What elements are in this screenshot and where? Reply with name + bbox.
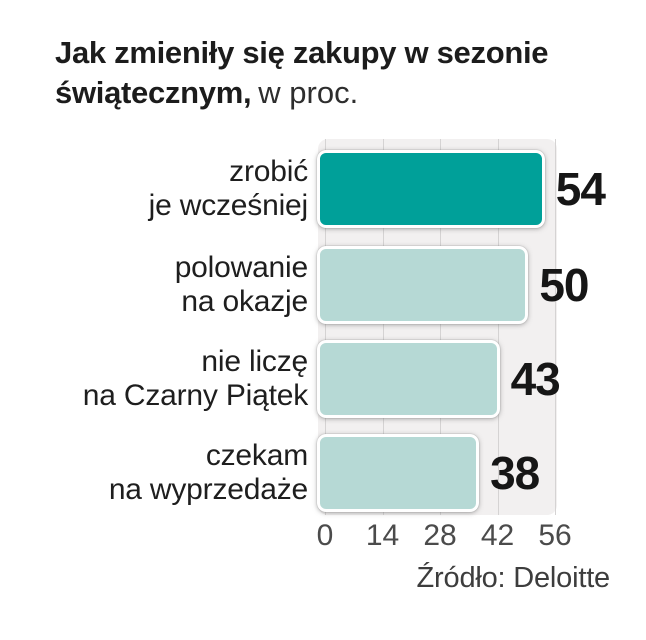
x-axis-tick: 42 <box>480 519 515 552</box>
x-axis-tick: 14 <box>365 519 400 552</box>
title-line2: świątecznym, <box>55 75 252 110</box>
title-unit: w proc. <box>258 75 359 110</box>
x-axis-tick: 28 <box>423 519 457 552</box>
x-axis-tick: 0 <box>316 519 334 552</box>
bar <box>317 246 529 324</box>
source-credit: Źródło: Deloitte <box>416 562 611 594</box>
bar-row: polowanie na okazje 50 <box>0 237 646 333</box>
category-label: czekam na wyprzedaże <box>108 439 308 506</box>
gridline <box>382 139 384 515</box>
value-label: 38 <box>490 447 540 499</box>
x-axis-tick: 56 <box>538 519 572 552</box>
page-title: Jak zmieniły się zakupy w sezonie świąte… <box>55 33 630 113</box>
category-label: zrobić je wcześniej <box>148 155 309 222</box>
bar <box>317 340 500 418</box>
gridline <box>440 139 441 515</box>
bar-row: zrobić je wcześniej 54 <box>0 141 646 237</box>
gridline <box>325 139 326 515</box>
title-line1: Jak zmieniły się zakupy w sezonie <box>55 35 549 70</box>
gridline <box>555 139 556 515</box>
category-label: nie liczę na Czarny Piątek <box>82 345 308 412</box>
bar <box>317 150 545 228</box>
value-label: 43 <box>510 353 561 405</box>
bar-row: czekam na wyprzedaże 38 <box>0 425 646 521</box>
category-label: polowanie na okazje <box>174 251 309 318</box>
value-label: 50 <box>539 259 589 311</box>
value-label: 54 <box>555 163 606 215</box>
bar <box>317 434 480 512</box>
gridline <box>497 139 499 515</box>
bar-row: nie liczę na Czarny Piątek 43 <box>0 331 646 427</box>
